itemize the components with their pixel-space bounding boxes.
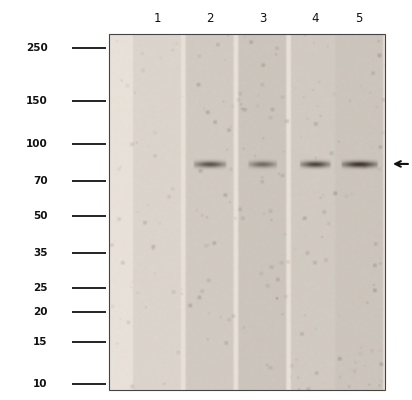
Text: 1: 1 <box>154 12 161 25</box>
Text: 70: 70 <box>33 176 47 186</box>
Text: 20: 20 <box>33 307 47 317</box>
Bar <box>109 34 385 390</box>
Text: 4: 4 <box>311 12 318 25</box>
Text: 150: 150 <box>26 96 47 106</box>
Text: 3: 3 <box>259 12 266 25</box>
Text: 15: 15 <box>33 337 47 347</box>
Text: 5: 5 <box>355 12 363 25</box>
Text: 10: 10 <box>33 379 47 389</box>
Text: 50: 50 <box>33 211 47 221</box>
Text: 35: 35 <box>33 248 47 258</box>
Text: 250: 250 <box>26 43 47 53</box>
Text: 2: 2 <box>206 12 214 25</box>
Text: 100: 100 <box>26 139 47 149</box>
Text: 25: 25 <box>33 283 47 293</box>
